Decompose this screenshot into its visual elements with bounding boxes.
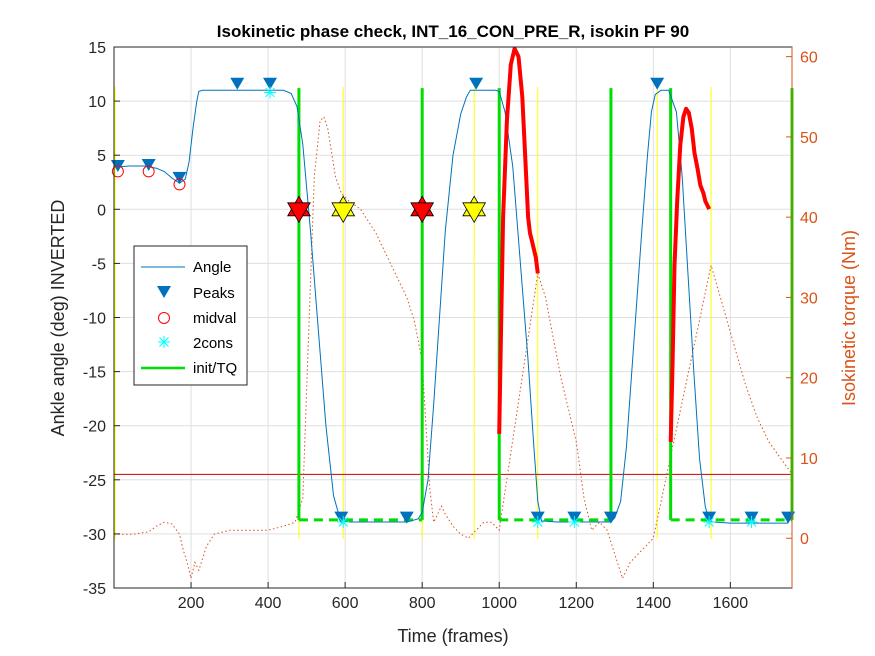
legend-item-midval: midval xyxy=(158,310,236,327)
x-tick-label: 600 xyxy=(332,595,359,612)
torque-layer xyxy=(114,115,793,580)
legend-label-peaks: Peaks xyxy=(193,285,235,302)
y-tick-label: -5 xyxy=(92,256,106,273)
cons-marker xyxy=(745,515,758,528)
angle-series-line xyxy=(113,89,789,524)
y-tick-label: 0 xyxy=(97,202,106,219)
x-tick-label: 200 xyxy=(178,595,205,612)
y-axis-right-label: Isokinetic torque (Nm) xyxy=(839,230,859,406)
midval-marker xyxy=(173,178,186,191)
torque-phase-segment xyxy=(497,46,540,434)
torque-phase-segment xyxy=(668,106,712,442)
peak-marker xyxy=(334,511,349,524)
cons-marker xyxy=(337,515,350,528)
y-right-tick-label: 30 xyxy=(800,290,818,307)
legend-label-angle: Angle xyxy=(193,259,231,276)
cons-marker xyxy=(568,515,581,528)
peak-marker xyxy=(603,511,618,524)
y-right-tick-label: 0 xyxy=(800,531,809,548)
x-tick-label: 1000 xyxy=(481,595,517,612)
cons-marker xyxy=(531,515,544,528)
legend-swatch-midval xyxy=(158,312,170,324)
peak-marker xyxy=(230,77,245,90)
y-right-tick-label: 20 xyxy=(800,371,818,388)
peak-marker xyxy=(141,158,156,171)
init-layer xyxy=(297,88,794,522)
x-axis-ticks: 200 400 600 800 1000 1200 1400 1600 xyxy=(178,582,749,612)
torque-series-line xyxy=(114,115,793,580)
y-right-tick-label: 10 xyxy=(800,451,818,468)
legend-swatch-peaks xyxy=(157,286,171,298)
star-marker-b xyxy=(410,202,435,224)
x-axis-label: Time (frames) xyxy=(397,626,508,646)
torque-phase-layer xyxy=(497,46,712,442)
peak-marker xyxy=(172,171,187,184)
y-tick-label: 15 xyxy=(88,40,106,57)
legend-item-2cons: 2cons xyxy=(158,335,233,352)
midval-marker xyxy=(111,165,124,178)
y-tick-label: 5 xyxy=(97,148,106,165)
y-tick-label: -30 xyxy=(83,527,106,544)
star-marker-b xyxy=(331,202,356,224)
y-tick-label: 10 xyxy=(88,94,106,111)
legend-label-midval: midval xyxy=(193,310,236,327)
chart-title: Isokinetic phase check, INT_16_CON_PRE_R… xyxy=(217,22,689,41)
legend-box xyxy=(133,245,248,386)
y-axis-ticks: 15 10 5 0 -5 -10 -15 -20 -25 -30 -35 xyxy=(83,40,120,598)
cons-marker xyxy=(264,86,277,99)
y-tick-label: -20 xyxy=(83,419,106,436)
x-tick-label: 1600 xyxy=(713,595,749,612)
x-tick-label: 400 xyxy=(255,595,282,612)
x-tick-label: 1400 xyxy=(636,595,672,612)
y-right-tick-label: 40 xyxy=(800,210,818,227)
angle-layer xyxy=(113,89,789,524)
star-marker-b xyxy=(287,202,311,224)
peak-marker xyxy=(469,77,484,90)
midval-marker xyxy=(142,165,155,178)
y-tick-label: -25 xyxy=(83,473,106,490)
legend: Angle Peaks midval 2cons init/TQ xyxy=(133,245,248,386)
peak-marker xyxy=(399,511,414,524)
x-tick-label: 800 xyxy=(409,595,436,612)
legend-item-peaks: Peaks xyxy=(157,285,235,302)
x-tick-label: 1200 xyxy=(558,595,594,612)
y-right-tick-label: 60 xyxy=(800,50,818,67)
star-marker-b xyxy=(462,202,487,224)
legend-label-init-tq: init/TQ xyxy=(193,360,237,377)
y-axis-label: Ankle angle (deg) INVERTED xyxy=(48,200,68,437)
legend-swatch-2cons xyxy=(158,336,170,348)
peak-marker xyxy=(263,77,278,90)
legend-item-init-tq: init/TQ xyxy=(141,360,237,377)
legend-label-2cons: 2cons xyxy=(193,335,233,352)
peak-marker xyxy=(650,77,665,90)
y-axis-right-ticks: 0 10 20 30 40 50 60 xyxy=(786,47,818,588)
y-tick-label: -15 xyxy=(83,365,106,382)
y-tick-label: -10 xyxy=(83,311,106,328)
y-right-tick-label: 50 xyxy=(800,130,818,147)
y-tick-label: -35 xyxy=(83,581,106,598)
legend-item-angle: Angle xyxy=(141,259,231,276)
cons-marker xyxy=(703,515,716,528)
